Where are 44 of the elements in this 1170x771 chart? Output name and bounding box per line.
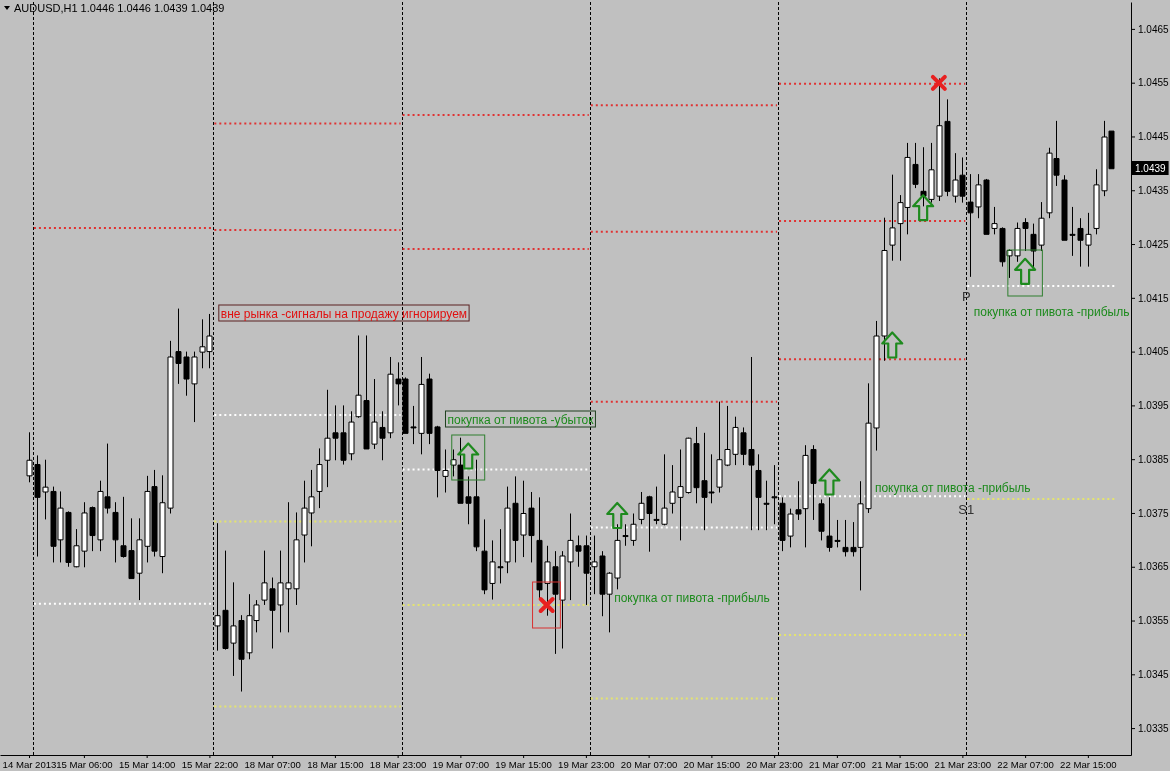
x-tick-label: 21 Mar 23:00 [934,758,992,770]
series-label: S1 [958,501,975,517]
y-tick-label: 1.0445 [1138,131,1170,143]
y-tick-label: 1.0415 [1138,292,1170,304]
y-tick-label: 1.0345 [1138,669,1170,681]
candlestick [112,501,119,563]
x-tick-label: 22 Mar 15:00 [1060,758,1117,770]
x-tick-label: 15 Mar 22:00 [181,758,239,770]
x-tick-label: 19 Mar 15:00 [495,758,552,770]
candlestick [818,499,825,541]
x-tick-label: 15 Mar 06:00 [56,758,113,770]
y-tick-label: 1.0375 [1138,507,1170,519]
candlestick [755,453,762,531]
x-tick-label: 18 Mar 23:00 [369,758,427,770]
y-tick-label: 1.0465 [1138,23,1170,35]
y-tick-label: 1.0335 [1138,722,1170,734]
x-tick-label: 18 Mar 07:00 [244,758,301,770]
y-tick-label: 1.0425 [1138,238,1170,250]
x-tick-label: 20 Mar 23:00 [746,758,803,770]
y-tick-label: 1.0455 [1138,77,1170,89]
x-tick-label: 20 Mar 07:00 [620,758,678,770]
candlestick [763,480,770,531]
y-tick-label: 1.0435 [1138,184,1170,196]
y-tick-label: 1.0385 [1138,453,1170,465]
x-tick-label: 21 Mar 07:00 [809,758,866,770]
annotation: покупка от пивота -прибыль [614,590,770,605]
candlestick [316,447,323,509]
x-tick-label: 15 Mar 14:00 [118,758,176,770]
series-label: P [961,288,971,304]
x-tick-label: 22 Mar 07:00 [997,758,1054,770]
y-tick-label: 1.0405 [1138,346,1170,358]
x-tick-label: 21 Mar 15:00 [871,758,929,770]
x-tick-label: 20 Mar 15:00 [683,758,741,770]
y-tick-label: 1.0355 [1138,615,1170,627]
x-tick-label: 14 Mar 2013 [2,758,57,770]
x-tick-label: 18 Mar 15:00 [307,758,364,770]
x-tick-label: 19 Mar 23:00 [558,758,615,770]
annotation: покупка от пивота -прибыль [874,480,1031,495]
annotation: покупка от пивота -прибыль [973,304,1130,319]
x-tick-label: 19 Mar 07:00 [432,758,490,770]
candlestick [889,174,896,262]
chart-title: AUDUSD,H1 1.0446 1.0446 1.0439 1.0439 [14,2,225,14]
y-tick-label: 1.0395 [1138,400,1170,412]
y-tick-label: 1.0365 [1138,561,1170,573]
